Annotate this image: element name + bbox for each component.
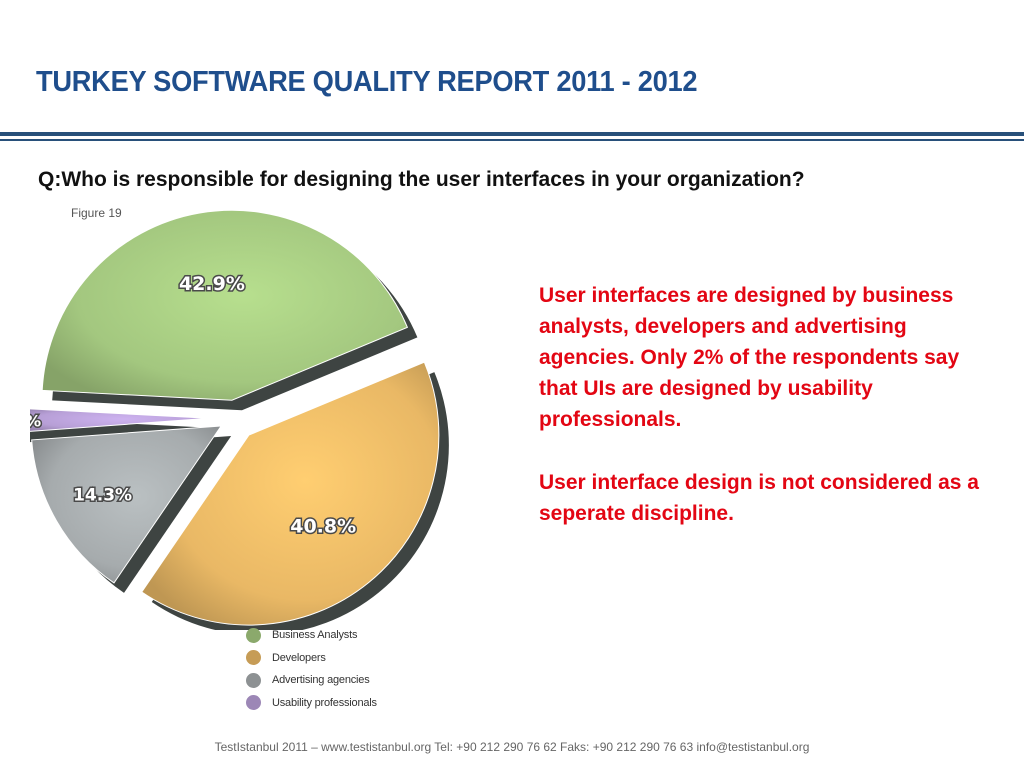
legend-label-developers: Developers <box>272 651 326 664</box>
survey-question: Q:Who is responsible for designing the u… <box>38 168 805 191</box>
pie-chart: 42.9% 40.8% 14.3% 2.0% <box>30 209 449 630</box>
figure-label: Figure 19 <box>71 206 122 220</box>
legend-label-advertising-agencies: Advertising agencies <box>272 674 370 687</box>
header-rule-thin <box>0 139 1024 141</box>
pie-label-developers: 40.8% <box>290 516 356 538</box>
legend-swatch-advertising-agencies <box>246 672 261 688</box>
legend-swatch-developers <box>246 650 261 666</box>
header-rule-thick <box>0 132 1024 136</box>
legend-label-usability-professionals: Usability professionals <box>272 696 377 709</box>
legend-item-advertising-agencies: Advertising agencies <box>246 669 377 692</box>
pie-label-usability-professionals: 2.0% <box>30 411 41 430</box>
pie-slice-business-analysts <box>41 209 409 401</box>
legend-item-usability-professionals: Usability professionals <box>246 692 377 715</box>
findings-paragraph-1: User interfaces are designed by business… <box>539 284 960 431</box>
legend-item-business-analysts: Business Analysts <box>246 624 377 647</box>
page-title: TURKEY SOFTWARE QUALITY REPORT 2011 - 20… <box>36 66 698 98</box>
chart-legend: Business Analysts Developers Advertising a… <box>246 624 377 714</box>
pie-label-advertising-agencies: 14.3% <box>73 485 132 505</box>
pie-slice-developers <box>141 361 440 626</box>
legend-item-developers: Developers <box>246 647 377 670</box>
findings-paragraph-2: User interface design is not considered … <box>539 471 979 525</box>
pie-slice-advertising-agencies <box>31 425 223 584</box>
legend-swatch-usability-professionals <box>246 695 261 711</box>
findings-note: User interfaces are designed by business… <box>539 280 999 561</box>
legend-swatch-business-analysts <box>246 627 261 643</box>
pie-label-business-analysts: 42.9% <box>179 273 245 295</box>
pie-slice-usability-professionals <box>30 408 210 432</box>
footer-contact: TestIstanbul 2011 – www.testistanbul.org… <box>214 740 810 754</box>
legend-label-business-analysts: Business Analysts <box>272 629 358 642</box>
